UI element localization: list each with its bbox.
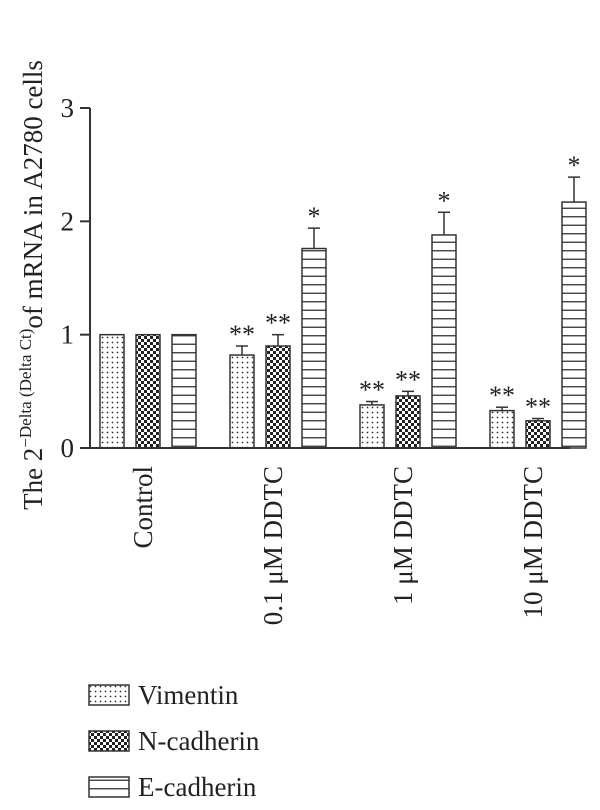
legend-item-vimentin: Vimentin <box>88 672 259 718</box>
y-tick-label: 3 <box>61 93 75 123</box>
y-ticks: 0 1 2 3 <box>61 93 90 463</box>
y-tick-label: 1 <box>61 320 75 350</box>
bar-n-cadherin-1 <box>265 345 291 449</box>
legend-item-e-cadherin: E-cadherin <box>88 764 259 810</box>
legend-item-n-cadherin: N-cadherin <box>88 718 259 764</box>
y-axis-label-superscript: −Delta (Delta Ct) <box>16 329 35 448</box>
bar-n-cadherin-3 <box>525 420 551 449</box>
significance-label: ** <box>229 320 255 349</box>
y-axis-label-prefix: The 2 <box>18 448 48 510</box>
legend-swatch-checker <box>88 730 130 752</box>
x-tick-labels: Control 0.1 μM DDTC 1 μM DDTC 10 μM DDTC <box>128 466 548 625</box>
y-tick-label: 2 <box>61 206 75 236</box>
legend-label-n-cadherin: N-cadherin <box>138 725 260 756</box>
bar-n-cadherin-0 <box>135 333 161 449</box>
bar-n-cadherin-2 <box>395 395 421 449</box>
significance-label: ** <box>359 376 385 405</box>
significance-label: ** <box>489 381 515 410</box>
x-tick-label: 0.1 μM DDTC <box>258 466 288 625</box>
legend-label-vimentin: Vimentin <box>138 679 239 710</box>
legend: Vimentin N-cadherin E-cadherin <box>88 672 259 810</box>
x-tick-label: Control <box>128 466 158 549</box>
y-axis-label: The 2−Delta (Delta Ct)of mRNA in A2780 c… <box>16 60 48 510</box>
x-tick-label: 1 μM DDTC <box>388 466 418 605</box>
bar-e-cadherin-3 <box>561 201 587 449</box>
legend-swatch-dots <box>88 684 130 706</box>
x-tick-label: 10 μM DDTC <box>518 466 548 618</box>
bar-vimentin-0 <box>99 333 125 449</box>
bar-e-cadherin-1 <box>301 247 327 449</box>
bar-vimentin-2 <box>359 404 385 449</box>
significance-label: ** <box>525 393 551 422</box>
legend-swatch-hlines <box>88 776 130 798</box>
legend-label-e-cadherin: E-cadherin <box>138 771 257 802</box>
bar-e-cadherin-2 <box>431 234 457 449</box>
significance-label: * <box>438 186 451 215</box>
significance-label: ** <box>265 309 291 338</box>
bar-vimentin-3 <box>489 409 515 449</box>
y-axis-label-suffix: of mRNA in A2780 cells <box>18 60 48 329</box>
bars: ** ***** ***** *** <box>90 151 587 449</box>
bar-e-cadherin-0 <box>171 333 197 449</box>
y-tick-label: 0 <box>61 433 75 463</box>
y-axis: 0 1 2 3 <box>61 93 91 463</box>
significance-label: * <box>568 151 581 180</box>
significance-label: ** <box>395 365 421 394</box>
bar-vimentin-1 <box>229 354 255 449</box>
significance-label: * <box>308 202 321 231</box>
